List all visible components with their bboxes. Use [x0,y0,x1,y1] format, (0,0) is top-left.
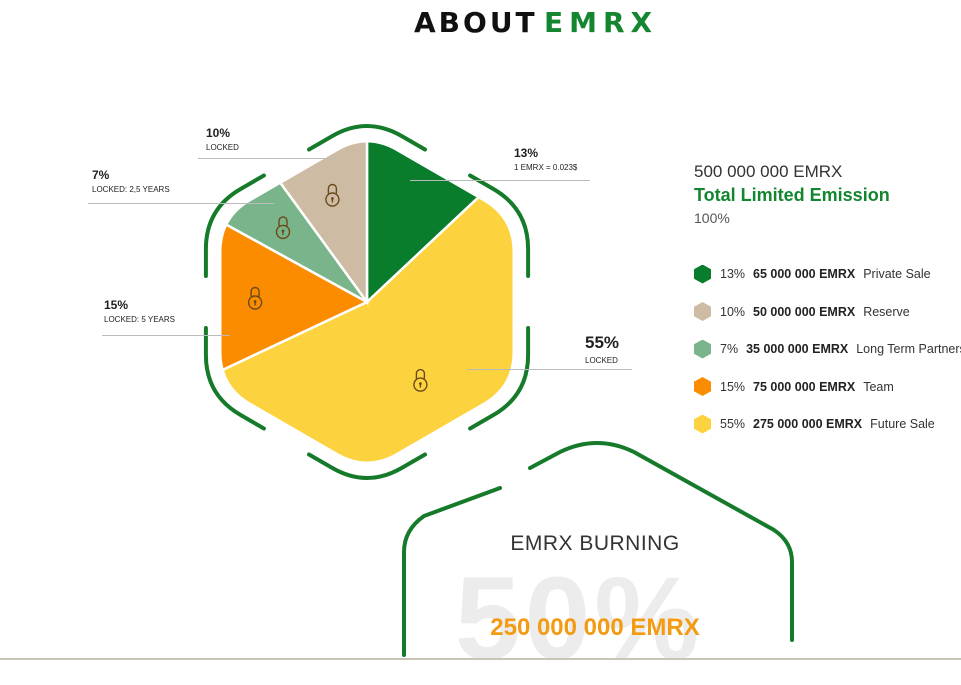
callout-leader-line [410,180,590,181]
legend-pct: 13% [720,267,746,281]
emission-summary: 500 000 000 EMRX Total Limited Emission … [694,162,890,226]
legend-pct: 10% [720,304,746,319]
burning-frame-top [528,441,794,642]
callout-pct: 55% [585,333,620,352]
callout-note: LOCKED: 2,5 YEARS [92,185,170,194]
total-supply-percent: 100% [694,210,730,226]
burning-title: EMRX BURNING [510,532,680,555]
legend: 13% 65 000 000 EMRX Private Sale 10% 50 … [694,264,961,452]
hexagon-frame-segment [307,452,427,480]
hexagon-frame-segment [468,173,531,278]
legend-pct: 55% [720,417,746,431]
hexagon-marker-icon [694,414,711,434]
callout-long-term-partners: 7% LOCKED: 2,5 YEARS [88,168,274,204]
legend-item-private-sale: 13% 65 000 000 EMRX Private Sale [694,264,961,284]
callout-future-sale: 55% LOCKED [467,333,632,370]
padlock-icon [275,216,291,240]
hexagon-frame [203,124,531,480]
legend-amount: 65 000 000 EMRX [753,267,856,281]
legend-name: Future Sale [870,417,935,431]
legend-name: Reserve [863,304,910,319]
legend-item-team: 15% 75 000 000 EMRX Team [694,377,961,397]
padlock-icon [325,183,340,207]
legend-item-reserve: 10% 50 000 000 EMRX Reserve [694,302,961,322]
legend-name: Long Term Partners [856,342,961,356]
hexagon-marker-icon [694,339,711,359]
callout-note: LOCKED: 5 YEARS [104,315,175,324]
callout-pct: 13% [514,146,539,160]
hexagon-marker-icon [694,377,711,396]
legend-amount: 275 000 000 EMRX [753,417,863,431]
callout-pct: 10% [206,126,231,140]
burning-frame [402,486,502,657]
total-supply: 500 000 000 EMRX [694,162,843,181]
hexagon-frame-segment [468,326,531,431]
callout-note: LOCKED [585,356,618,365]
callout-note: LOCKED [206,143,239,152]
title-about: ABOUT [414,6,538,39]
callout-leader-line [102,335,230,336]
total-supply-label: Total Limited Emission [694,185,890,205]
padlock-icon [247,286,263,310]
callout-team: 15% LOCKED: 5 YEARS [102,298,230,336]
legend-name: Team [863,379,894,394]
tokenomics-pie-chart [203,124,794,657]
callout-leader-line [88,203,274,204]
legend-pct: 15% [720,379,746,394]
legend-amount: 35 000 000 EMRX [746,342,849,356]
hexagon-frame-segment [203,326,266,431]
bottom-divider [0,658,961,660]
callout-private-sale: 13% 1 EMRX = 0.023$ [410,146,590,181]
legend-pct: 7% [720,342,739,356]
legend-item-long-term-partners: 7% 35 000 000 EMRX Long Term Partners [694,339,961,359]
padlock-icon [413,368,428,392]
callout-reserve: 10% LOCKED [198,126,338,159]
legend-name: Private Sale [863,267,931,281]
hexagon-marker-icon [694,264,711,284]
legend-amount: 50 000 000 EMRX [753,304,856,319]
hexagon-frame-segment [307,124,427,152]
legend-amount: 75 000 000 EMRX [753,379,856,394]
callout-pct: 7% [92,168,110,182]
title-brand: EMRX [544,6,659,39]
legend-item-future-sale: 55% 275 000 000 EMRX Future Sale [694,414,961,434]
callout-pct: 15% [104,298,129,312]
hexagon-marker-icon [694,302,711,321]
callout-note: 1 EMRX = 0.023$ [514,163,578,172]
burning-amount: 250 000 000 EMRX [490,614,700,641]
hexagon-frame-segment [203,173,266,278]
pie-slice-team [221,175,370,415]
callout-leader-line [198,158,338,159]
callout-leader-line [467,369,632,370]
